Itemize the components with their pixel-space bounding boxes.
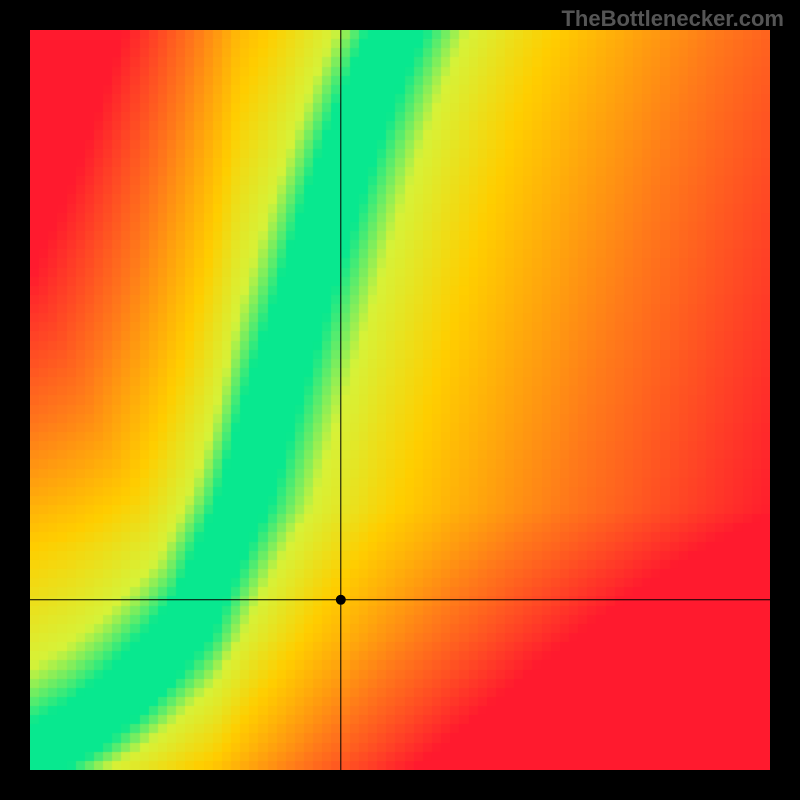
crosshair-overlay [30,30,770,770]
watermark-text: TheBottlenecker.com [561,6,784,32]
crosshair-marker [336,595,346,605]
chart-container: TheBottlenecker.com [0,0,800,800]
